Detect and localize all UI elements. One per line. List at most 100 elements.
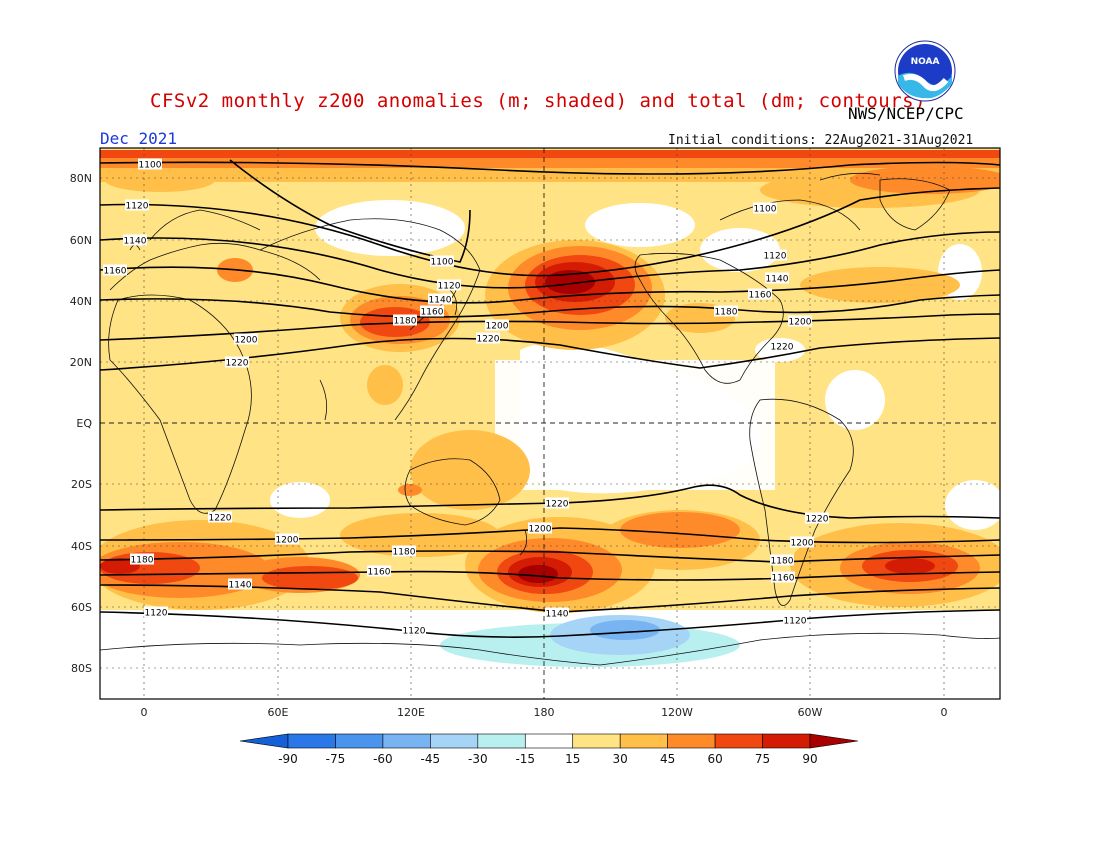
contour-label-bg [476, 332, 500, 344]
longitude-axis: 0 60E 120E 180 120W 60W 0 [141, 706, 948, 719]
colorbar-box [287, 733, 336, 749]
contour-label: 1160 [104, 267, 127, 277]
contour-label-bg [275, 533, 299, 545]
latitude-axis: 80N 60N 40N 20N EQ 20S 40S 60S 80S [70, 172, 93, 675]
contour-label-bg [392, 545, 416, 557]
contour-label-bg [771, 571, 795, 583]
colorbar-label: 90 [802, 752, 817, 766]
contour-label-bg [130, 553, 154, 565]
contour-label: 1140 [546, 610, 569, 620]
contour-label-bg [714, 305, 738, 317]
contour-label-bg [228, 578, 252, 590]
contour-label-bg [437, 279, 461, 291]
contour-label: 1200 [789, 318, 812, 328]
contour-label-bg [790, 536, 814, 548]
contour-label: 1160 [421, 308, 444, 318]
contour-label-bg [234, 333, 258, 345]
initial-conditions: Initial conditions: 22Aug2021-31Aug2021 [668, 133, 974, 148]
colorbar-box [335, 733, 384, 749]
colorbar-label: -75 [326, 752, 346, 766]
lat-label: 40S [71, 540, 92, 553]
contour-label: 1120 [403, 627, 426, 637]
contour-label-bg [753, 202, 777, 214]
lat-label: 80S [71, 662, 92, 675]
forecast-month: Dec 2021 [100, 129, 178, 148]
contour-label: 1140 [766, 275, 789, 285]
contour-label: 1180 [771, 557, 794, 567]
contour-label: 1220 [546, 500, 569, 510]
contour-label: 1200 [529, 525, 552, 535]
colorbar-label: 60 [707, 752, 722, 766]
contour-label: 1200 [791, 539, 814, 549]
colorbar-label: -30 [468, 752, 488, 766]
colorbar-label: -45 [421, 752, 441, 766]
colorbar-label: 45 [660, 752, 675, 766]
contour-label: 1100 [431, 258, 454, 268]
contour-label-bg [763, 249, 787, 261]
contour-label: 1140 [229, 581, 252, 591]
colorbar-box [477, 733, 526, 749]
lat-label: 20S [71, 478, 92, 491]
lon-label: 0 [141, 706, 148, 719]
colorbar-legend: -90 -75 -60 -45 -30 -15 15 30 45 60 75 90 [239, 733, 859, 766]
noaa-logo-icon: NOAA [894, 40, 956, 102]
contour-label: 1180 [131, 556, 154, 566]
contour-label: 1100 [754, 205, 777, 215]
contour-label: 1120 [438, 282, 461, 292]
colorbar-label: 75 [755, 752, 770, 766]
grid-lines [100, 148, 1000, 699]
contour-label: 1140 [429, 296, 452, 306]
contour-label-bg [125, 199, 149, 211]
colorbar-box [762, 733, 811, 749]
contour-label-bg [765, 272, 789, 284]
contour-label-bg [225, 356, 249, 368]
colorbar-label: -15 [515, 752, 535, 766]
map-frame [99, 147, 1001, 700]
contour-label: 1180 [394, 317, 417, 327]
contour-label: 1180 [715, 308, 738, 318]
contour-label-bg [805, 512, 829, 524]
contour-label: 1160 [772, 574, 795, 584]
map-title: CFSv2 monthly z200 anomalies (m; shaded)… [150, 90, 927, 112]
contour-label: 1100 [139, 161, 162, 171]
contour-label-bg [402, 624, 426, 636]
contour-label: 1120 [764, 252, 787, 262]
lat-label: 60S [71, 601, 92, 614]
lat-label: 80N [70, 172, 92, 185]
lat-label: 40N [70, 295, 92, 308]
contour-label-bg [420, 305, 444, 317]
logo-text: NOAA [911, 57, 940, 67]
contour-label: 1220 [477, 335, 500, 345]
contour-label: 1220 [771, 343, 794, 353]
colorbar-box [524, 733, 574, 749]
contour-label-bg [545, 497, 569, 509]
lon-label: 0 [941, 706, 948, 719]
lat-label: 60N [70, 234, 92, 247]
contour-label: 1220 [226, 359, 249, 369]
contour-label-bg [103, 264, 127, 276]
equator-dateline [100, 148, 1000, 699]
contour-label-bg [783, 614, 807, 626]
lon-label: 60W [798, 706, 823, 719]
contour-label-bg [123, 234, 147, 246]
colorbar-box [430, 733, 479, 749]
lat-label: EQ [76, 417, 92, 430]
contour-label: 1220 [209, 514, 232, 524]
contour-label-bg [770, 340, 794, 352]
contour-label-bg [485, 319, 509, 331]
contour-label-bg [144, 606, 168, 618]
contour-label-bg [393, 314, 417, 326]
contour-label: 1200 [486, 322, 509, 332]
contour-label: 1200 [276, 536, 299, 546]
contour-label-bg [208, 511, 232, 523]
height-contours [100, 159, 1000, 638]
colorbar-label: -60 [373, 752, 393, 766]
contour-label-bg [428, 293, 452, 305]
contour-label: 1120 [145, 609, 168, 619]
lon-label: 180 [534, 706, 555, 719]
colorbar-arrow-right [809, 733, 859, 749]
contour-labels: 1100 1100 1120 1120 1120 1140 1140 1140 1160 1160… [103, 158, 829, 637]
colorbar-box [572, 733, 621, 749]
colorbar-box [382, 733, 431, 749]
